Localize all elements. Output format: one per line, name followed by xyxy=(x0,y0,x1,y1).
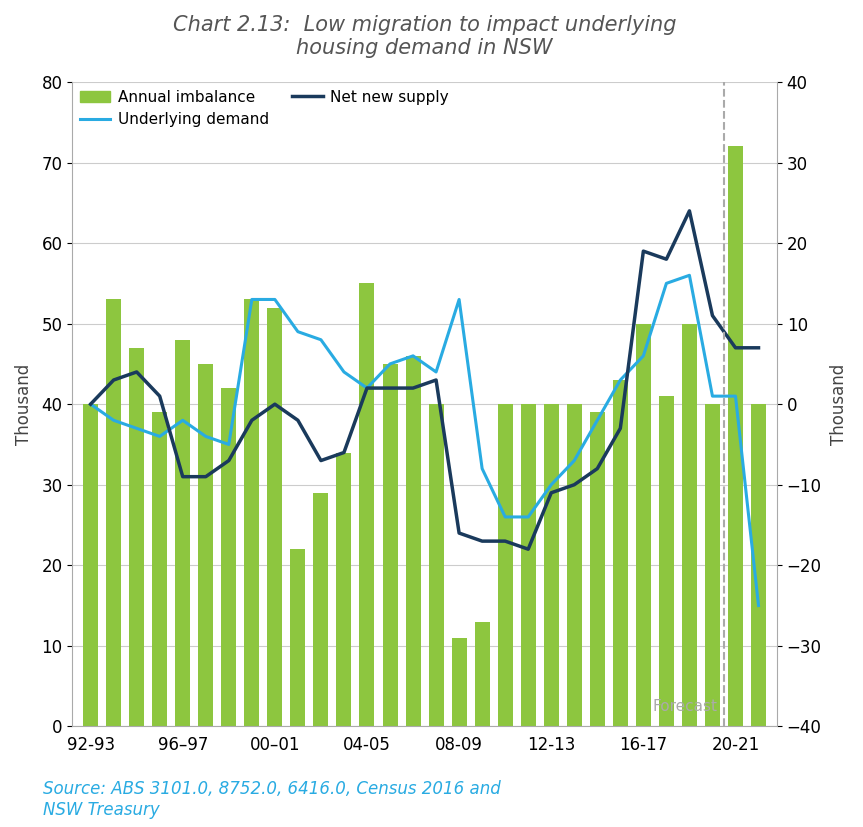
Bar xyxy=(682,323,697,726)
Bar xyxy=(360,284,375,726)
Bar xyxy=(198,364,213,726)
Bar xyxy=(613,380,627,726)
Bar xyxy=(291,549,306,726)
Bar xyxy=(475,622,489,726)
Bar xyxy=(544,404,558,726)
Bar xyxy=(589,412,605,726)
Bar xyxy=(451,638,467,726)
Bar xyxy=(129,348,144,726)
Bar xyxy=(498,404,513,726)
Legend: Annual imbalance, Underlying demand, Net new supply: Annual imbalance, Underlying demand, Net… xyxy=(79,89,449,127)
Bar xyxy=(382,364,398,726)
Bar xyxy=(106,299,121,726)
Bar xyxy=(728,146,743,726)
Bar xyxy=(152,412,167,726)
Bar xyxy=(221,388,236,726)
Bar xyxy=(705,404,720,726)
Bar xyxy=(751,404,766,726)
Text: Forecast: Forecast xyxy=(652,700,717,715)
Y-axis label: Thousand: Thousand xyxy=(830,364,848,445)
Text: Source: ABS 3101.0, 8752.0, 6416.0, Census 2016 and
NSW Treasury: Source: ABS 3101.0, 8752.0, 6416.0, Cens… xyxy=(43,780,501,819)
Bar xyxy=(337,452,351,726)
Bar xyxy=(406,356,420,726)
Bar xyxy=(636,323,651,726)
Bar xyxy=(244,299,259,726)
Bar xyxy=(429,404,444,726)
Bar xyxy=(175,340,190,726)
Bar xyxy=(268,308,282,726)
Bar xyxy=(520,404,536,726)
Bar xyxy=(567,404,582,726)
Bar xyxy=(83,404,98,726)
Y-axis label: Thousand: Thousand xyxy=(15,364,33,445)
Bar xyxy=(659,396,674,726)
Title: Chart 2.13:  Low migration to impact underlying
housing demand in NSW: Chart 2.13: Low migration to impact unde… xyxy=(173,15,677,58)
Bar xyxy=(313,493,329,726)
